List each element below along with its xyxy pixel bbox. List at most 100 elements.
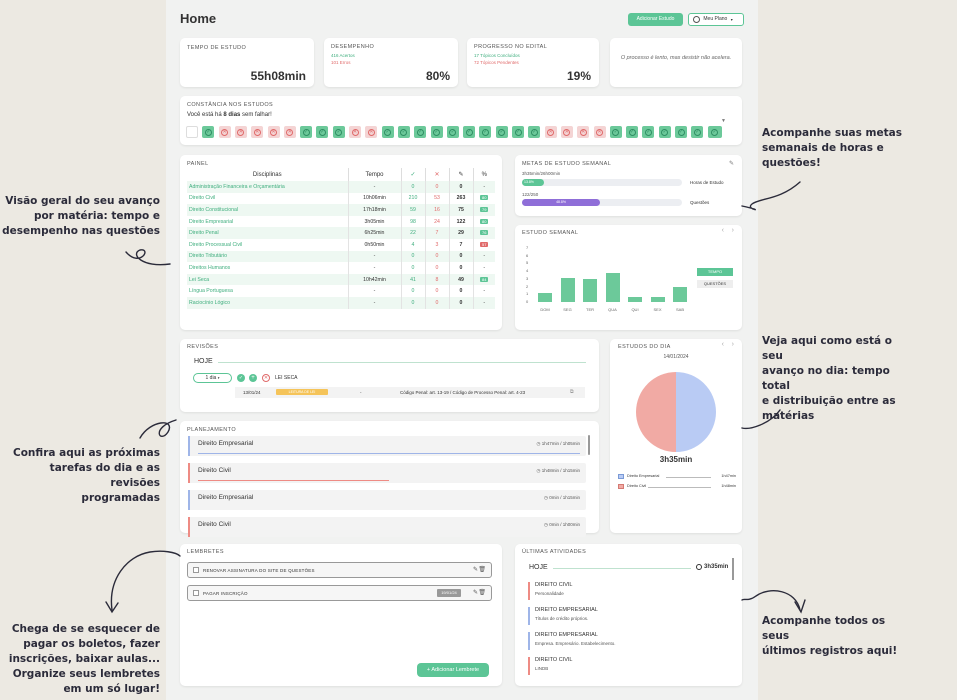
reminder-checkbox[interactable]	[193, 567, 199, 573]
y-tick-label: 7	[526, 245, 529, 250]
collapse-icon[interactable]: ▼	[721, 118, 726, 124]
my-plan-button[interactable]: Meu Plano ▾	[688, 13, 744, 26]
next-week-icon[interactable]: ›	[731, 227, 734, 234]
questions-toggle-button[interactable]: QUESTÕES	[697, 280, 733, 288]
prev-day-icon[interactable]: ‹	[721, 341, 724, 348]
days-select[interactable]: 1 dia ▾	[193, 373, 232, 383]
col-check-icon[interactable]: ✓	[401, 168, 426, 181]
next-day-icon[interactable]: ›	[731, 341, 734, 348]
chart-bar[interactable]	[583, 278, 597, 302]
annotation-line: Confira aqui as próximas	[13, 447, 160, 459]
arrow-head-6	[794, 599, 806, 614]
col-tempo[interactable]: Tempo	[348, 168, 402, 181]
add-review-icon[interactable]: +	[249, 374, 257, 382]
reminder-item[interactable]: PAGAR INSCRIÇÃO 19/01/24 ✎ 🗑	[187, 585, 492, 601]
remove-review-icon[interactable]: ✕	[262, 374, 270, 382]
topics-pending: 72 Tópicos Pendentes	[474, 60, 519, 65]
planning-time-text: 1h48min / 1h15min	[541, 468, 580, 473]
consistency-day: ✓	[300, 126, 313, 138]
trash-icon[interactable]: 🗑	[478, 567, 486, 573]
annotation-line: Veja aqui como está o seu	[762, 335, 892, 362]
activity-color-bar	[528, 582, 530, 600]
add-study-button[interactable]: Adicionar Estudo	[628, 13, 683, 26]
chart-bar[interactable]	[538, 292, 552, 302]
reminder-date-tag: 19/01/24	[437, 589, 461, 597]
consistency-day: ✓	[707, 126, 722, 138]
questions-goal-label: Questões	[690, 200, 710, 205]
table-row[interactable]: Direito Penal 6h25min 22 7 29 76	[187, 227, 495, 239]
add-reminder-label: Adicionar Lembrete	[431, 667, 480, 673]
table-row[interactable]: Direito Constitucional 17h18min 59 16 75 79	[187, 204, 495, 216]
chart-bar[interactable]	[650, 296, 665, 302]
consistency-day: ✓	[528, 126, 541, 138]
link-icon[interactable]: ⧉	[570, 389, 574, 395]
check-circle-icon: ✓	[514, 128, 522, 136]
table-row[interactable]: Direitos Humanos -0 0 0-	[187, 262, 495, 274]
confirm-review-icon[interactable]: ✓	[237, 374, 245, 382]
col-percent-icon[interactable]: %	[481, 171, 487, 178]
y-tick-label: 2	[526, 283, 529, 289]
recent-activities-card: ÚLTIMAS ATIVIDADES HOJE 3h35min	[515, 544, 742, 686]
discipline-total: 0	[449, 181, 474, 193]
table-row[interactable]: Direito Tributário -0 0 0-	[187, 250, 495, 263]
table-row[interactable]: Direito Civil 10h06min 210 53 263 80	[187, 192, 495, 205]
add-reminder-button[interactable]: + Adicionar Lembrete	[417, 663, 489, 677]
chart-bar[interactable]	[605, 272, 620, 302]
table-row[interactable]: Administração Financeira e Orçamentária -…	[187, 181, 495, 193]
edit-icon[interactable]: ✎	[472, 590, 478, 596]
planning-scrollbar[interactable]	[588, 435, 590, 455]
x-circle-icon: ✕	[547, 128, 555, 136]
discipline-time: -	[348, 285, 402, 297]
annotation-a4: Confira aqui as próximas tarefas do dia e…	[0, 446, 160, 506]
clock-icon: ◷	[536, 441, 542, 446]
check-circle-icon: ✓	[416, 128, 424, 136]
reminder-item[interactable]: RENOVAR ASSINATURA DO SITE DE QUESTÕES ✎…	[187, 562, 492, 578]
chart-bar[interactable]	[628, 297, 642, 302]
discipline-total: 7	[449, 238, 474, 251]
trash-icon[interactable]: 🗑	[478, 590, 486, 596]
chart-bar[interactable]	[673, 287, 687, 302]
planning-item[interactable]: Direito Civil ◷ 0min / 1h00min	[188, 517, 586, 537]
percent-badge: 76	[480, 230, 489, 236]
questions-goal-value: 122/250	[522, 192, 539, 197]
planning-item[interactable]: Direito Civil ◷ 1h48min / 1h15min	[188, 463, 586, 483]
weekly-goals-card: METAS DE ESTUDO SEMANAL ✎ 3h35min/26h00m…	[515, 155, 742, 216]
annotation-a5: Chega de se esquecer de pagar os boletos,…	[0, 622, 160, 697]
check-circle-icon: ✓	[661, 128, 669, 136]
edit-icon[interactable]: ✎	[728, 161, 734, 167]
chart-bar[interactable]	[560, 278, 575, 302]
discipline-time: 10h06min	[348, 192, 402, 205]
activities-scrollbar[interactable]	[732, 558, 734, 580]
col-edit-icon[interactable]: ✎	[449, 168, 474, 181]
table-row[interactable]: Língua Portuguesa -0 0 0-	[187, 285, 495, 297]
reminder-checkbox[interactable]	[193, 590, 199, 596]
x-tick-label: SAB	[675, 307, 684, 312]
time-toggle-button[interactable]: TEMPO	[697, 268, 733, 276]
annotation-line: em um só lugar!	[63, 683, 160, 695]
table-row[interactable]: Direito Empresarial 3h05min 98 24 122 80	[187, 215, 495, 228]
prev-week-icon[interactable]: ‹	[721, 227, 724, 234]
col-x-icon[interactable]: ✕	[425, 168, 450, 181]
weekly-study-title: ESTUDO SEMANAL	[522, 230, 579, 236]
progress-card: PROGRESSO NO EDITAL 17 Tópicos Concluído…	[467, 38, 599, 87]
performance-card: DESEMPENHO 416 Acertos 101 Erros 80%	[324, 38, 458, 87]
activity-topic: Personalidade	[535, 591, 564, 596]
planning-time: ◷ 1h47min / 1h05min	[537, 441, 580, 447]
edit-icon[interactable]: ✎	[472, 567, 478, 573]
table-row[interactable]: Direito Processual Civil 0h50min 4 3 7 57	[187, 238, 495, 251]
planning-item[interactable]: Direito Empresarial ◷ 0min / 1h15min	[188, 490, 586, 510]
performance-title: DESEMPENHO	[331, 44, 375, 50]
consistency-day: ✕	[251, 126, 264, 138]
percent-badge: 84	[480, 276, 489, 282]
review-row[interactable]	[235, 387, 585, 398]
discipline-wrong: 7	[425, 227, 450, 239]
table-row[interactable]: Raciocínio Lógico -0 0 0-	[187, 296, 495, 309]
col-disciplinas[interactable]: Disciplinas	[187, 168, 349, 181]
today-divider	[218, 362, 586, 363]
discipline-time: 17h18min	[348, 204, 402, 216]
discipline-percent: 79	[473, 204, 495, 216]
chevron-down-icon: ▾	[730, 17, 733, 22]
table-row[interactable]: Lei Seca 10h42min 41 8 49 84	[187, 273, 495, 286]
planning-item[interactable]: Direito Empresarial ◷ 1h47min / 1h05min	[188, 436, 586, 456]
reminder-text: RENOVAR ASSINATURA DO SITE DE QUESTÕES	[203, 568, 315, 573]
